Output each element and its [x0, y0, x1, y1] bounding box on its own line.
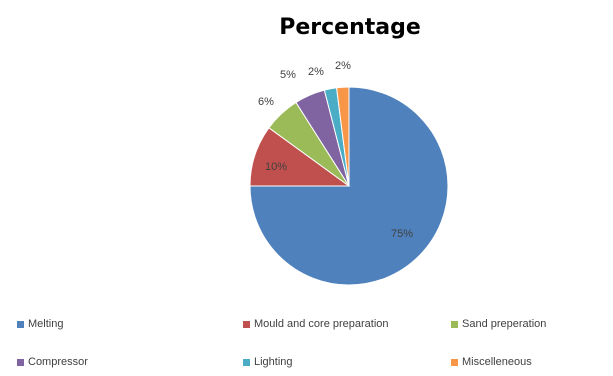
legend-item-compressor: Compressor	[17, 356, 88, 368]
legend-item-melting: Melting	[17, 318, 63, 330]
legend-label: Lighting	[254, 356, 293, 368]
pie-slice-miscelleneous	[336, 86, 350, 187]
data-label-compressor: 5%	[280, 69, 296, 81]
data-label-lighting: 2%	[308, 66, 324, 78]
legend-swatch-lighting	[243, 358, 250, 366]
legend-label: Melting	[28, 318, 64, 330]
legend-label: Compressor	[28, 356, 88, 368]
data-label-mould-and-core-preparation: 10%	[265, 161, 287, 173]
data-label-miscelleneous: 2%	[335, 60, 351, 72]
legend-label: Miscelleneous	[462, 356, 532, 368]
legend-item-miscelleneous: Miscelleneous	[451, 356, 532, 368]
data-label-melting: 75%	[391, 228, 413, 240]
legend-item-lighting: Lighting	[243, 356, 293, 368]
legend-swatch-miscelleneous	[451, 358, 458, 366]
legend-item-mould-and-core-preparation: Mould and core preparation	[243, 318, 389, 330]
data-label-sand-preperation: 6%	[258, 96, 274, 108]
legend-swatch-mould-and-core-preparation	[243, 320, 250, 328]
legend-swatch-compressor	[17, 358, 24, 366]
chart-title: Percentage	[279, 15, 421, 40]
legend-swatch-melting	[17, 320, 24, 328]
legend-label: Mould and core preparation	[254, 318, 389, 330]
legend-item-sand-preperation: Sand preperation	[451, 318, 546, 330]
legend-label: Sand preperation	[462, 318, 547, 330]
legend-swatch-sand-preperation	[451, 320, 458, 328]
